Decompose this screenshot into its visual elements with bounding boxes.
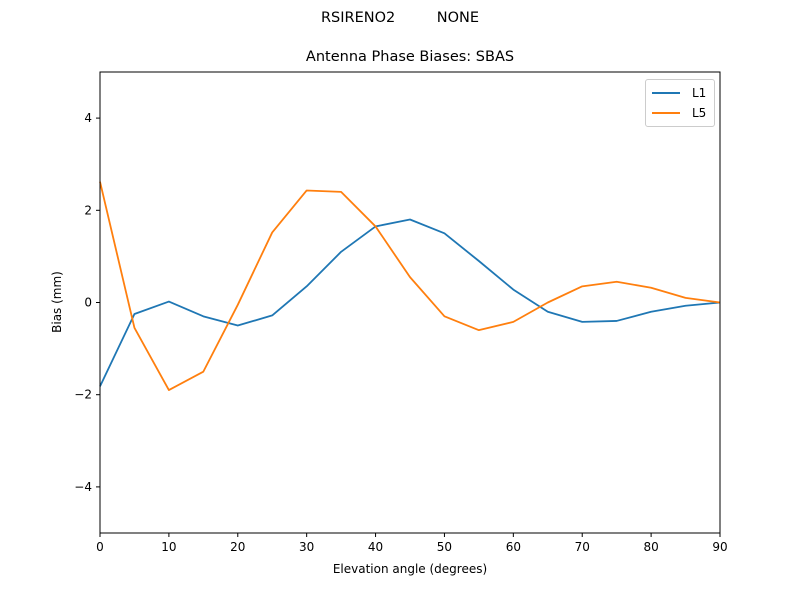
x-tick-label: 60 (506, 540, 521, 554)
legend-line-l5-icon (652, 112, 680, 114)
x-axis-label: Elevation angle (degrees) (332, 562, 488, 576)
series-line-l5 (99, 181, 721, 391)
x-tick-label: 30 (299, 540, 314, 554)
y-axis-ticks: −4 −2 0 2 4 (74, 111, 100, 494)
axes-frame (99, 71, 721, 534)
x-tick-label: 20 (230, 540, 245, 554)
y-tick-label: 0 (84, 296, 92, 310)
y-tick-label: −4 (74, 480, 92, 494)
y-tick-label: 2 (84, 203, 92, 217)
series-line-l1 (99, 218, 721, 387)
x-tick-label: 50 (437, 540, 452, 554)
x-axis-ticks: 0 10 20 30 40 50 60 70 80 90 (96, 533, 728, 554)
y-tick-label: 4 (84, 111, 92, 125)
series-layer (99, 181, 721, 391)
x-tick-label: 40 (368, 540, 383, 554)
legend-line-l1-icon (652, 92, 680, 94)
x-tick-label: 70 (575, 540, 590, 554)
chart-title: Antenna Phase Biases: SBAS (305, 49, 515, 65)
figure-suptitle: RSIRENO2 NONE (320, 10, 480, 26)
legend-item-l5: L5 (652, 105, 706, 121)
legend-item-l1: L1 (652, 85, 706, 101)
x-tick-label: 90 (712, 540, 727, 554)
legend-label-l1: L1 (692, 86, 707, 100)
x-tick-label: 0 (96, 540, 104, 554)
legend-label-l5: L5 (692, 106, 707, 120)
y-tick-label: −2 (74, 388, 92, 402)
x-tick-label: 80 (643, 540, 658, 554)
x-tick-label: 10 (161, 540, 176, 554)
legend: L1 L5 (645, 79, 715, 127)
